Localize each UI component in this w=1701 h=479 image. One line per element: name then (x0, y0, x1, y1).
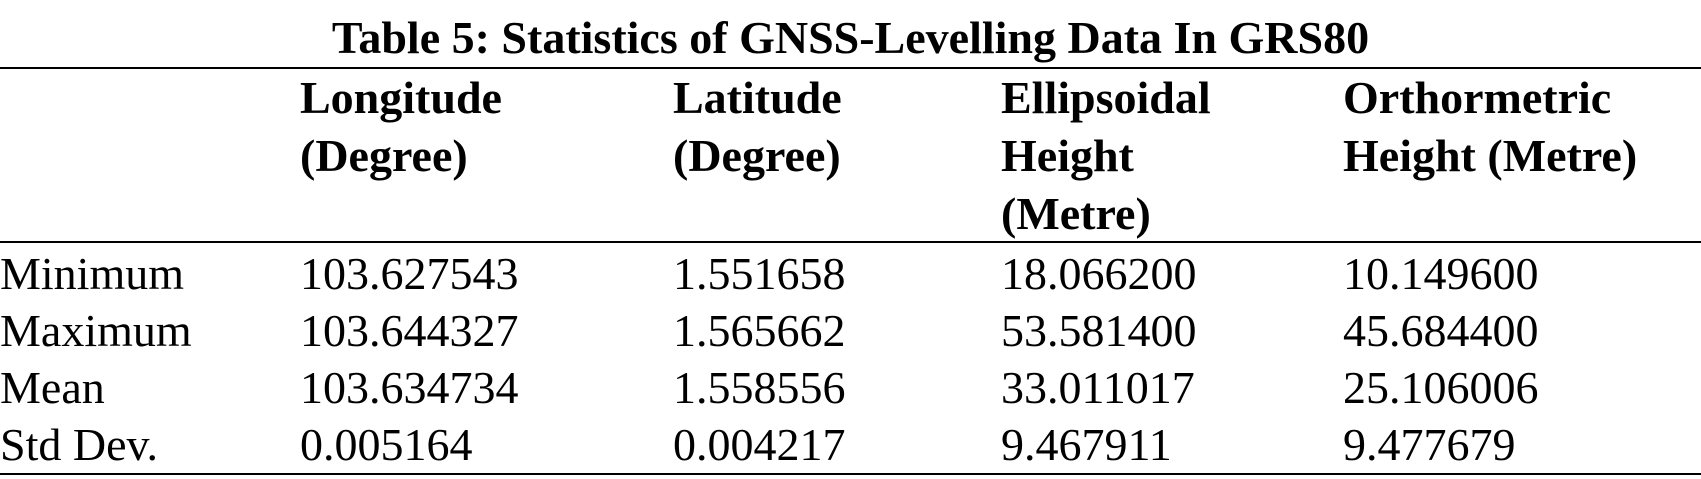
cell: 103.627543 (300, 248, 519, 299)
row-label: Std Dev. (0, 419, 159, 470)
bottom-rule (0, 473, 1701, 475)
column-header: Latitude (673, 72, 842, 123)
cell: 10.149600 (1343, 248, 1539, 299)
cell: 33.011017 (1001, 362, 1195, 413)
cell: 1.565662 (673, 305, 846, 356)
header-rule (0, 241, 1701, 243)
cell: 45.684400 (1343, 305, 1539, 356)
cell: 1.551658 (673, 248, 846, 299)
cell: 0.005164 (300, 419, 473, 470)
cell: 25.106006 (1343, 362, 1539, 413)
row-label: Mean (0, 362, 105, 413)
table-title: Table 5: Statistics of GNSS-Levelling Da… (331, 12, 1370, 63)
cell: 9.477679 (1343, 419, 1516, 470)
column-header: Ellipsoidal (1001, 72, 1211, 123)
top-rule (0, 67, 1701, 69)
row-label: Minimum (0, 248, 185, 299)
cell: 0.004217 (673, 419, 846, 470)
column-header: (Degree) (673, 130, 841, 181)
column-header: (Metre) (1001, 188, 1151, 239)
column-header: Longitude (300, 72, 502, 123)
cell: 53.581400 (1001, 305, 1197, 356)
column-header: (Degree) (300, 130, 468, 181)
cell: 18.066200 (1001, 248, 1197, 299)
column-header: Height (1001, 130, 1134, 181)
row-label: Maximum (0, 305, 192, 356)
cell: 1.558556 (673, 362, 846, 413)
column-header: Orthormetric (1343, 72, 1612, 123)
cell: 9.467911 (1001, 419, 1172, 470)
cell: 103.644327 (300, 305, 519, 356)
column-header: Height (Metre) (1343, 130, 1638, 181)
cell: 103.634734 (300, 362, 519, 413)
